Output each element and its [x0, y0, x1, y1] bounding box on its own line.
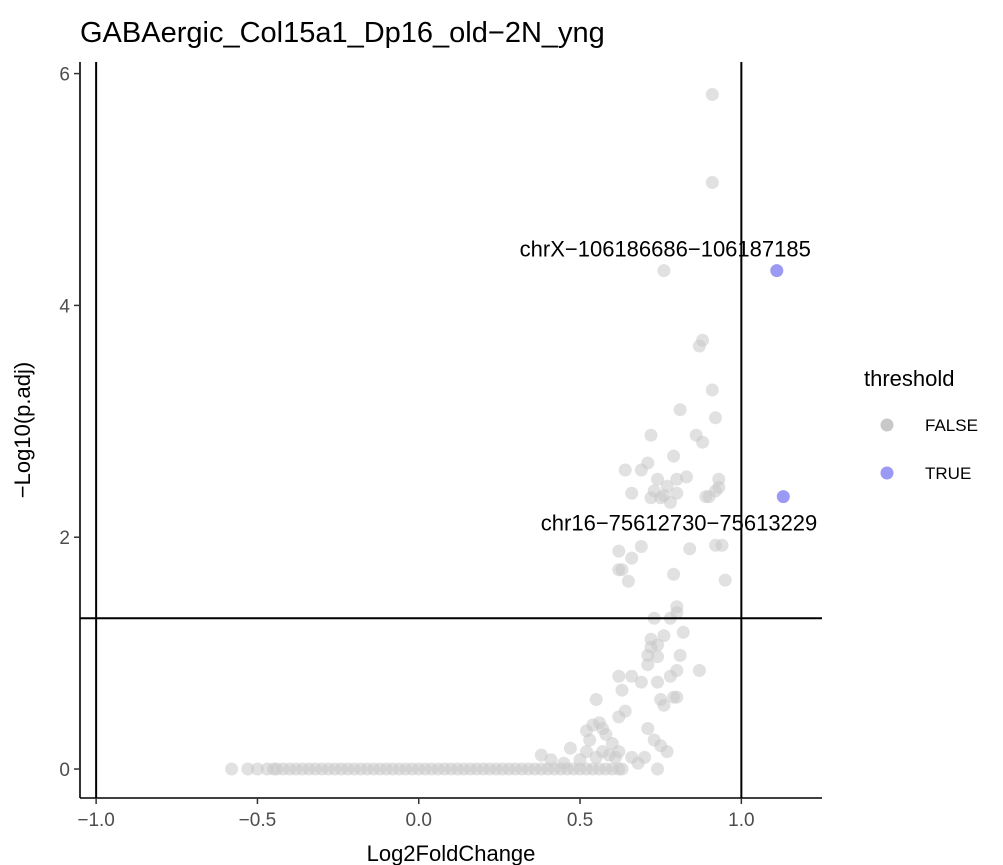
legend-title: threshold — [864, 366, 955, 391]
legend-label: FALSE — [925, 416, 978, 435]
data-point-false — [657, 629, 671, 643]
data-point-false — [705, 383, 719, 397]
y-tick-label: 4 — [59, 296, 70, 317]
data-point-false — [673, 403, 687, 417]
y-axis-title: −Log10(p.adj) — [10, 362, 35, 498]
data-point-false — [667, 567, 681, 581]
data-point-false — [651, 650, 664, 664]
x-ticks: −1.0 −0.5 0.0 0.5 1.0 — [77, 798, 755, 831]
y-tick-label: 0 — [59, 760, 70, 781]
data-point-false — [618, 704, 632, 718]
data-point-false — [657, 698, 671, 712]
data-point-false — [676, 625, 690, 639]
data-point-false — [715, 538, 729, 552]
data-point-true — [770, 264, 784, 278]
data-point-false — [596, 722, 610, 735]
data-point-false — [615, 563, 629, 577]
data-point-false — [660, 479, 674, 493]
x-tick-label: −1.0 — [77, 810, 115, 831]
data-point-false — [660, 745, 674, 759]
y-ticks: 0 2 4 6 — [59, 65, 80, 781]
data-point-false — [705, 176, 719, 189]
x-tick-label: 1.0 — [728, 810, 754, 831]
data-point-false — [634, 675, 648, 689]
data-point-false — [651, 762, 664, 776]
point-annotation: chr16−75612730−75613229 — [541, 511, 818, 536]
data-point-false — [670, 664, 684, 677]
data-point-false — [667, 449, 681, 463]
data-point-false — [534, 748, 548, 762]
data-point-false — [657, 264, 671, 278]
data-point-false — [718, 573, 732, 587]
data-point-false — [641, 722, 655, 735]
reference-lines — [80, 62, 822, 798]
x-tick-label: −0.5 — [239, 810, 277, 831]
x-tick-label: 0.0 — [406, 810, 432, 831]
data-point-false — [612, 544, 626, 558]
chart-title: GABAergic_Col15a1_Dp16_old−2N_yng — [80, 17, 605, 49]
legend-entries: FALSE TRUE — [880, 416, 978, 483]
data-point-true — [776, 490, 790, 504]
data-point-false — [544, 753, 558, 767]
data-point-false — [670, 606, 684, 620]
data-point-false — [680, 470, 693, 484]
y-tick-label: 2 — [59, 528, 70, 549]
data-point-false — [651, 472, 664, 486]
data-point-false — [692, 664, 706, 677]
data-point-false — [250, 762, 264, 776]
data-point-false — [241, 762, 255, 776]
data-point-false — [589, 693, 603, 706]
data-point-false — [641, 658, 655, 672]
data-point-false — [612, 669, 626, 683]
data-point-false — [618, 463, 632, 477]
data-point-false — [625, 486, 639, 500]
data-point-false — [709, 411, 722, 425]
data-point-false — [563, 741, 577, 755]
legend-key — [880, 418, 894, 432]
x-axis-title: Log2FoldChange — [367, 841, 536, 865]
data-point-false — [644, 632, 658, 646]
data-point-false — [625, 551, 639, 565]
data-point-false — [634, 540, 648, 553]
data-point-false — [705, 88, 719, 101]
data-point-false — [605, 737, 619, 750]
legend-label: TRUE — [925, 464, 971, 483]
data-point-false — [663, 495, 677, 509]
data-point-false — [225, 762, 239, 776]
y-tick-label: 6 — [59, 65, 70, 86]
data-point-false — [670, 486, 684, 500]
data-point-false — [673, 648, 687, 662]
legend: threshold FALSE TRUE — [864, 366, 978, 483]
data-point-false — [712, 472, 726, 486]
data-point-false — [644, 428, 658, 442]
annotations: chrX−106186686−106187185 chr16−75612730−7… — [520, 237, 818, 536]
data-point-false — [580, 745, 593, 759]
x-tick-label: 0.5 — [567, 810, 593, 831]
legend-key — [880, 466, 894, 480]
point-annotation: chrX−106186686−106187185 — [520, 237, 811, 262]
axes — [79, 62, 822, 799]
data-point-false — [696, 333, 710, 347]
data-point-false — [625, 669, 639, 683]
data-point-false — [631, 756, 645, 770]
data-point-false — [615, 762, 629, 776]
data-point-false — [683, 542, 697, 556]
data-point-false — [670, 690, 684, 704]
data-point-false — [696, 435, 710, 449]
data-point-false — [621, 574, 635, 588]
data-point-false — [641, 456, 655, 470]
data-point-false — [557, 756, 571, 770]
data-point-false — [651, 675, 664, 689]
data-point-false — [615, 683, 629, 697]
points-layer — [225, 88, 790, 776]
data-point-false — [670, 472, 684, 486]
